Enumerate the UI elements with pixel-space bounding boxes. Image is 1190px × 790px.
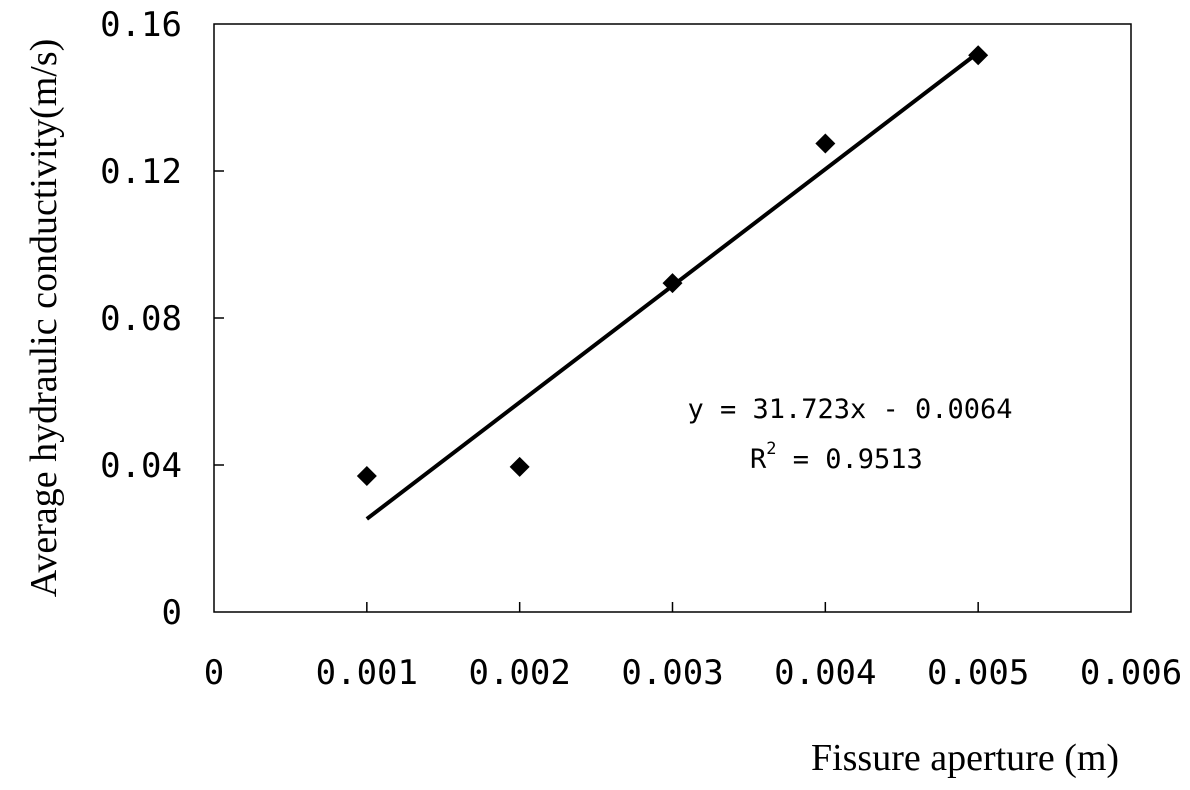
x-tick-label: 0.004	[774, 653, 876, 693]
x-tick-label: 0.003	[621, 653, 723, 693]
r-squared-label: R2 = 0.9513	[750, 439, 923, 475]
x-tick-label: 0.005	[927, 653, 1029, 693]
y-tick-label: 0.04	[100, 446, 182, 486]
x-tick-label: 0.001	[316, 653, 418, 693]
data-point	[968, 45, 989, 66]
data-point	[356, 466, 377, 487]
plot-area	[213, 23, 1132, 613]
y-tick-label: 0	[162, 593, 182, 633]
data-point	[815, 133, 836, 154]
y-axis-label: Average hydraulic conductivity(m/s)	[23, 39, 65, 598]
r-squared-value: = 0.9513	[777, 444, 923, 475]
y-tick-label: 0.12	[100, 152, 182, 192]
trendline-equation: y = 31.723x - 0.0064	[687, 394, 1012, 425]
r-squared-r: R	[750, 444, 767, 475]
y-tick-label: 0.08	[100, 299, 182, 339]
r-squared-superscript: 2	[766, 439, 776, 459]
x-tick-label: 0.006	[1080, 653, 1182, 693]
x-axis-ticks: 0 0.001 0.002 0.003 0.004 0.005 0.006	[204, 602, 1182, 693]
data-point	[662, 273, 683, 294]
y-tick-label: 0.16	[100, 5, 182, 45]
x-tick-label: 0	[204, 653, 224, 693]
data-points	[356, 45, 989, 487]
x-tick-label: 0.002	[468, 653, 570, 693]
data-point	[509, 456, 530, 477]
x-axis-label: Fissure aperture (m)	[811, 737, 1119, 779]
y-axis-ticks: 0 0.04 0.08 0.12 0.16	[100, 5, 224, 633]
